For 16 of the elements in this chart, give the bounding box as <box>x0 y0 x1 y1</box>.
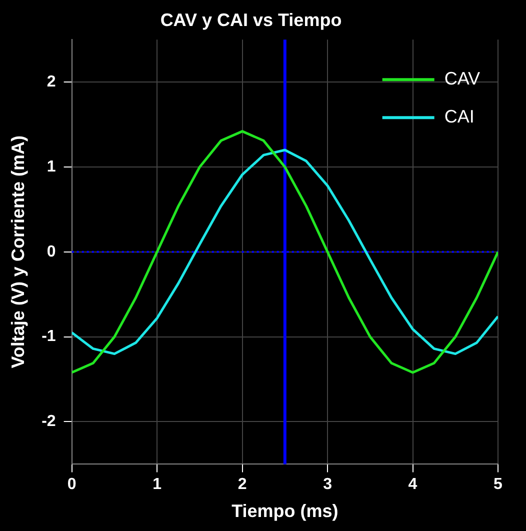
legend-label: CAV <box>444 68 480 89</box>
chart-title: CAV y CAI vs Tiempo <box>160 10 342 30</box>
y-tick-label: 1 <box>46 158 56 176</box>
x-tick-label: 0 <box>67 476 76 494</box>
x-tick-label: 5 <box>494 476 503 494</box>
x-tick-label: 2 <box>238 476 247 494</box>
legend-label: CAI <box>444 106 474 127</box>
y-axis-title: Voltaje (V) y Corriente (mA) <box>8 136 28 368</box>
x-tick-label: 4 <box>408 476 418 494</box>
y-tick-label: 2 <box>46 73 56 90</box>
y-tick-label: 0 <box>46 243 56 260</box>
y-tick-label: -1 <box>42 328 56 346</box>
x-tick-label: 3 <box>323 476 332 494</box>
y-tick-label: -2 <box>42 413 56 430</box>
x-tick-label: 1 <box>152 476 162 494</box>
x-axis-title: Tiempo (ms) <box>232 501 338 522</box>
